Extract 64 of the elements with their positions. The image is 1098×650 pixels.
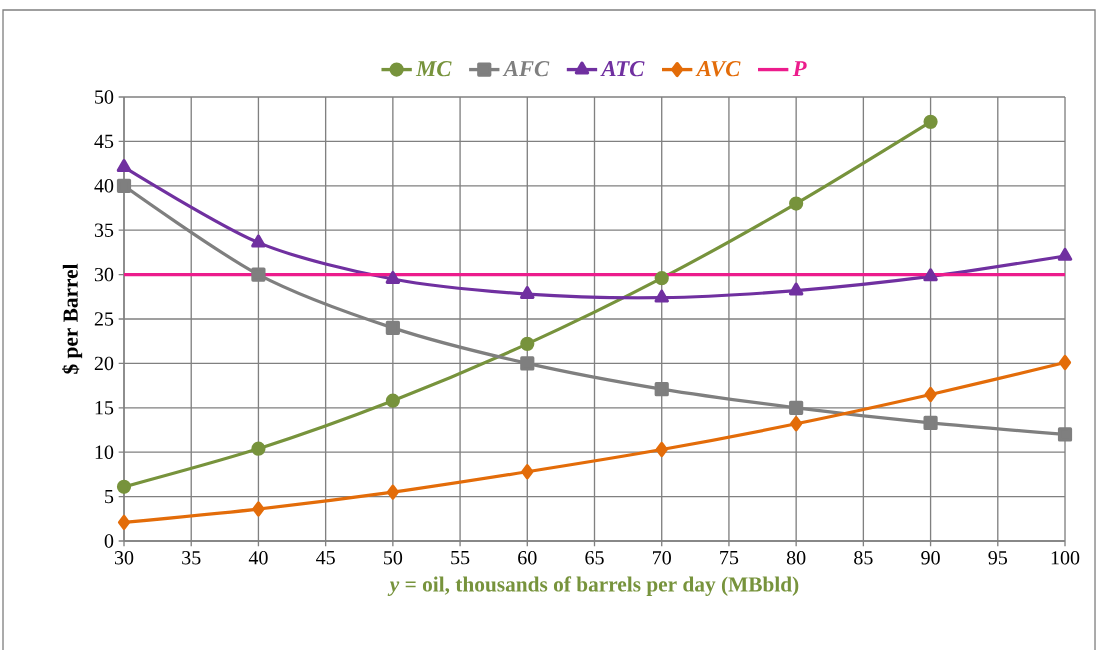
point: [116, 178, 132, 193]
point: [251, 234, 266, 248]
point: [654, 382, 669, 397]
legend-label: P: [792, 61, 807, 76]
x-tick-label: 80: [786, 551, 806, 565]
y-tick-label: 30: [94, 267, 114, 282]
point: [923, 415, 938, 430]
x-tick-label: 75: [720, 551, 739, 565]
y-tick-label: 5: [105, 489, 114, 504]
x-tick-label: 65: [585, 551, 604, 565]
y-axis-title: $ per Barrel: [62, 263, 83, 374]
point: [386, 484, 399, 500]
x-tick-label: 95: [988, 551, 1008, 565]
x-tick-label: 70: [653, 551, 671, 565]
y-tick-label: 35: [94, 223, 114, 237]
point: [923, 268, 938, 282]
point: [385, 320, 400, 335]
y-tick-label: 50: [95, 90, 114, 104]
x-tick-label: 85: [854, 551, 873, 565]
x-tick-label: 55: [451, 551, 470, 565]
y-tick-label: 25: [94, 312, 114, 326]
point: [520, 356, 535, 371]
x-tick-label: 30: [114, 551, 134, 565]
point: [654, 271, 669, 286]
x-tick-label: 60: [518, 551, 537, 565]
point: [789, 196, 804, 211]
point: [251, 267, 266, 282]
point: [923, 114, 938, 129]
legend-label: AVC: [695, 61, 741, 77]
point: [924, 386, 937, 403]
point: [116, 479, 132, 494]
point: [655, 441, 668, 458]
legend-label: ATC: [600, 61, 645, 77]
point: [385, 393, 400, 408]
x-tick-label: 45: [316, 551, 335, 565]
point: [117, 514, 131, 530]
point: [116, 159, 132, 173]
point: [788, 282, 804, 296]
x-axis-title: y = oil, thousands of barrels per day (MBbld): [387, 576, 799, 596]
point: [1057, 247, 1073, 261]
y-tick-label: 45: [94, 134, 114, 149]
x-tick-label: 40: [248, 551, 268, 565]
point: [520, 336, 535, 351]
y-tick-label: 15: [95, 401, 114, 415]
x-tick-label: 35: [182, 551, 201, 565]
point: [1058, 354, 1072, 371]
point: [520, 286, 535, 299]
y-tick-label: 10: [95, 445, 114, 459]
legend-label: MC: [415, 61, 452, 77]
point: [521, 464, 534, 480]
y-tick-label: 40: [94, 179, 114, 193]
x-tick-label: 50: [384, 551, 403, 565]
point: [251, 441, 266, 456]
x-tick-label: 90: [921, 551, 940, 565]
point: [252, 501, 265, 517]
point: [790, 416, 803, 432]
y-tick-label: 0: [104, 534, 114, 548]
x-tick-label: 100: [1051, 551, 1080, 565]
legend-label: AFC: [502, 61, 550, 77]
point: [1057, 427, 1073, 442]
point: [385, 270, 401, 284]
y-tick-label: 20: [94, 356, 114, 371]
point: [789, 400, 804, 415]
point: [654, 289, 669, 303]
